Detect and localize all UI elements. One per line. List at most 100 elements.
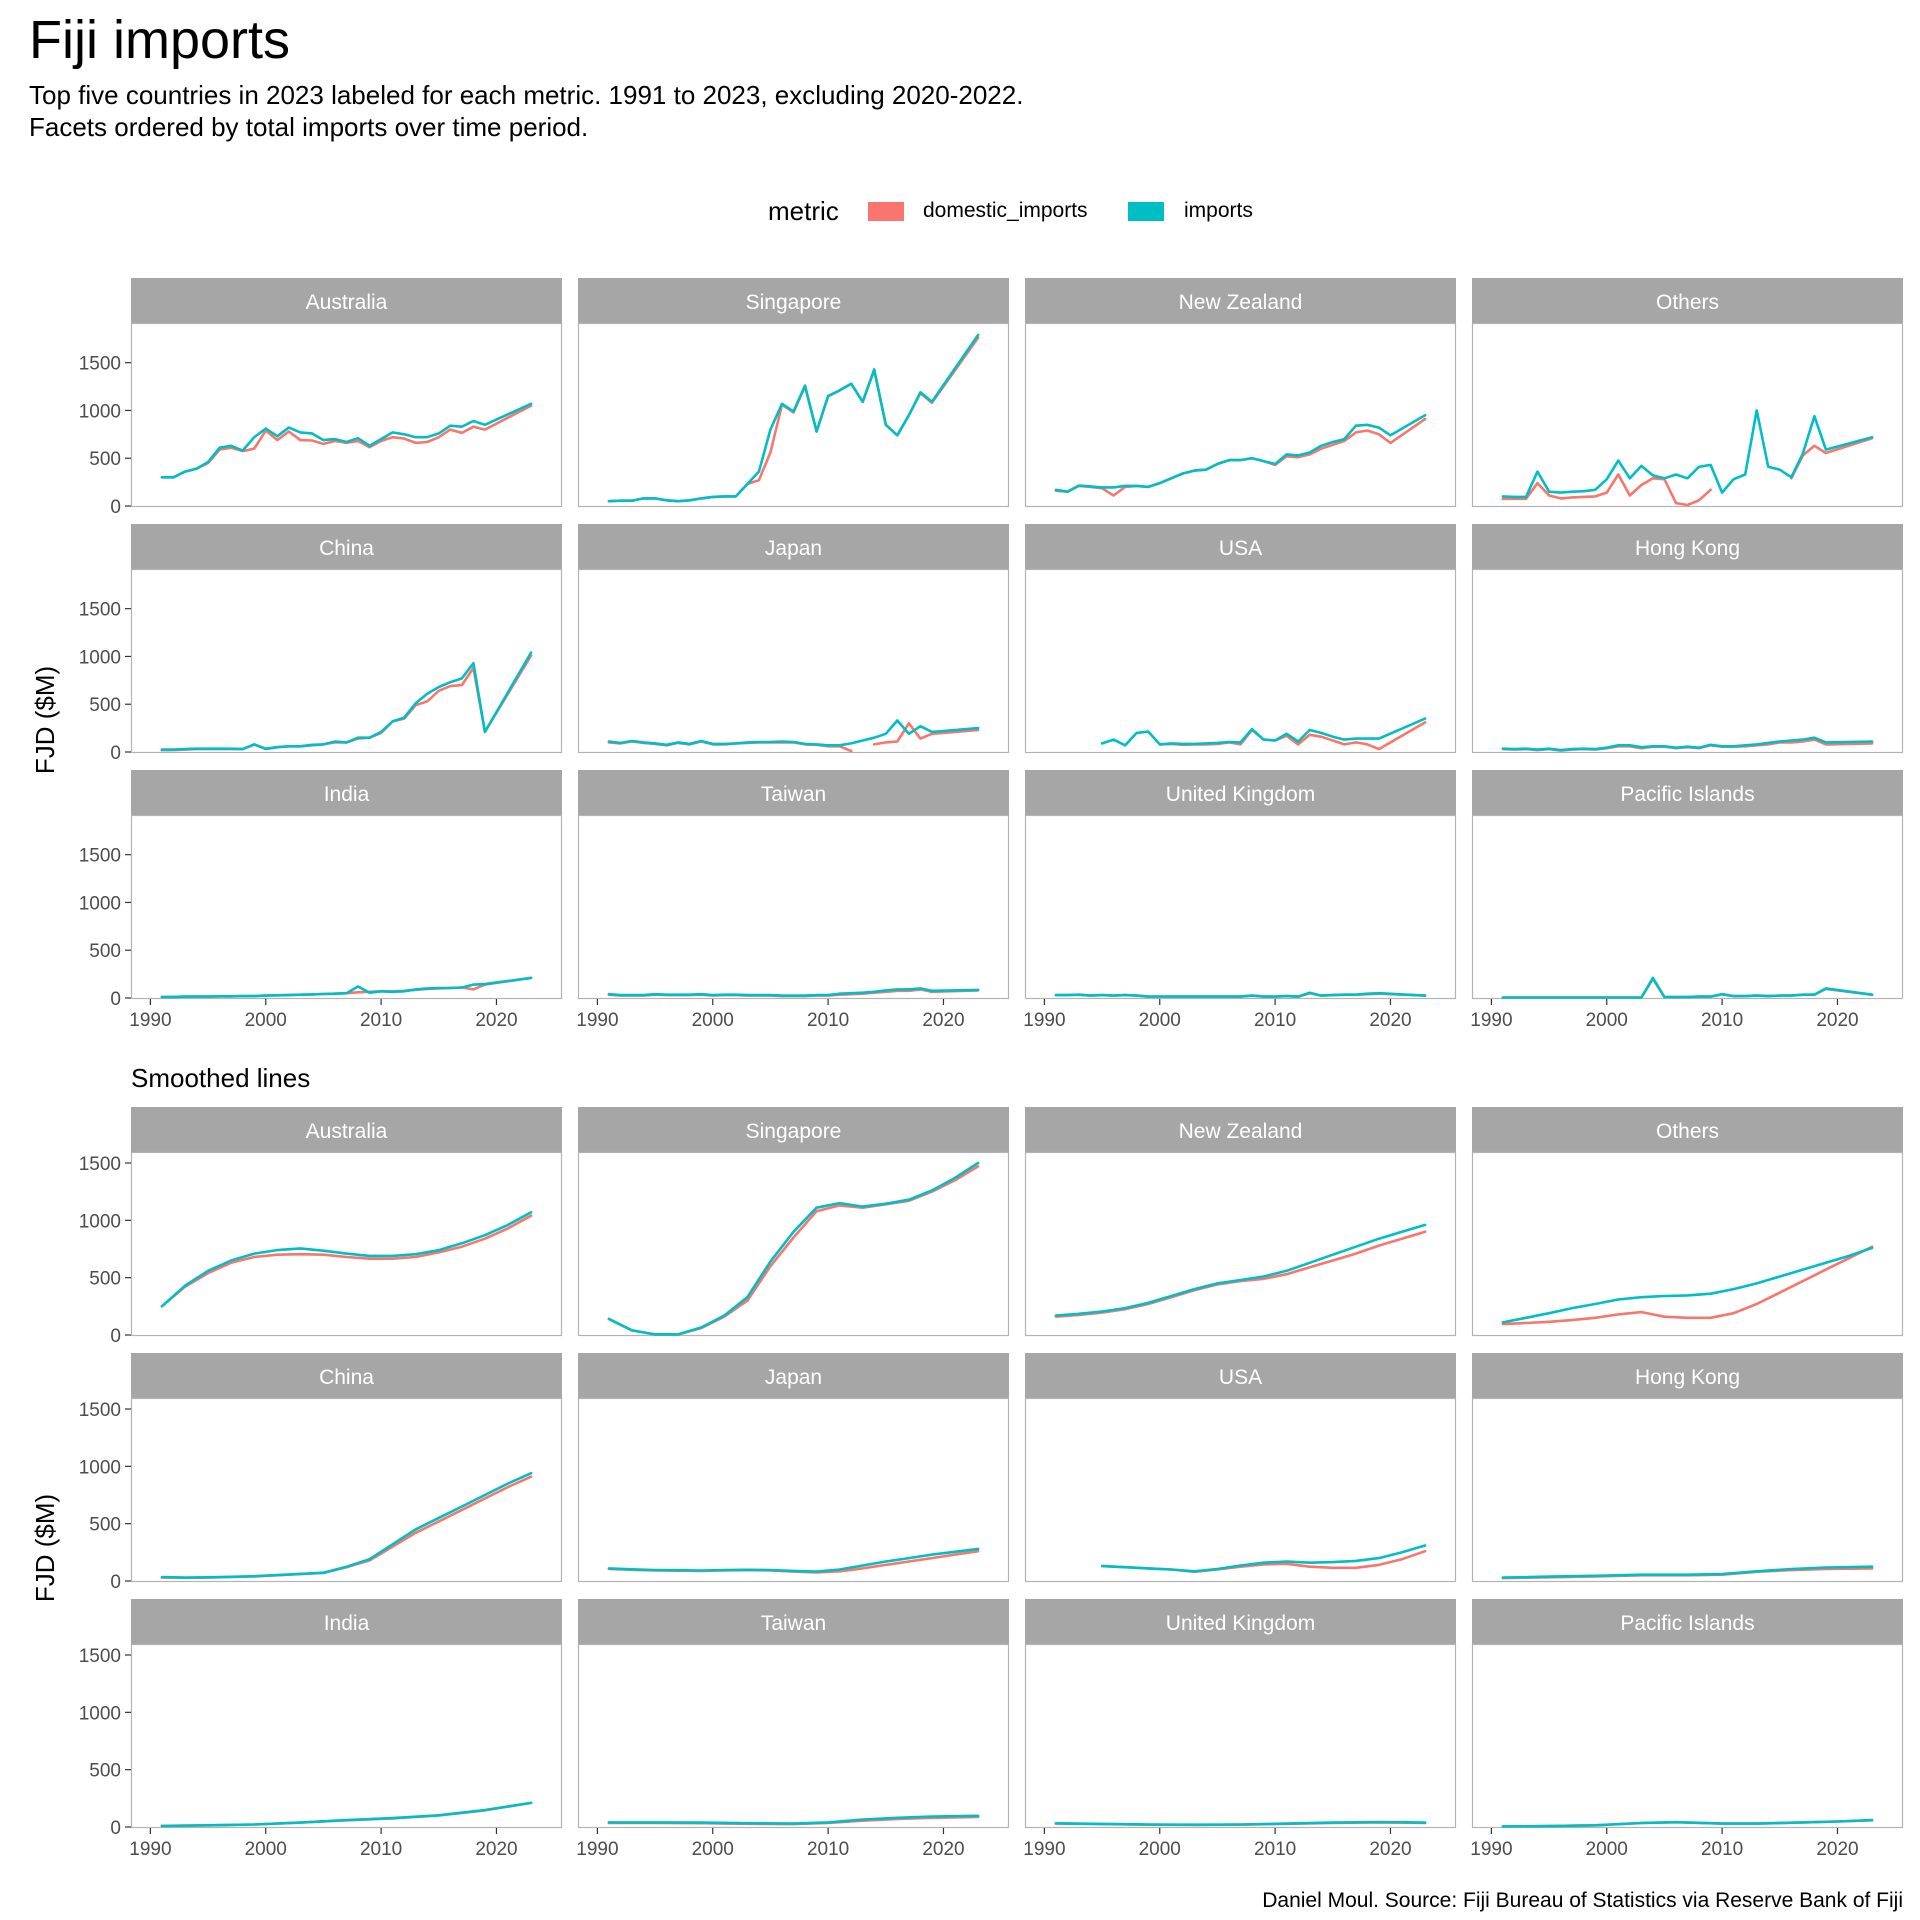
- x-tick-label: 1990: [1023, 1010, 1065, 1031]
- y-tick-label: 1000: [79, 1211, 121, 1232]
- facet-singapore: Singapore: [577, 1107, 1010, 1337]
- y-tick-label: 1000: [79, 401, 121, 422]
- y-tick-label: 0: [110, 989, 121, 1010]
- facet-pacific-islands: Pacific Islands 1990 2000 2010 2020: [1470, 1599, 1904, 1860]
- facet-australia: Australia 0 500 1000 1500: [79, 278, 563, 518]
- x-tick-label: 1990: [576, 1010, 618, 1031]
- x-tick-label: 2010: [1254, 1010, 1296, 1031]
- legend-key-domestic-imports: [868, 202, 904, 221]
- y-tick-label: 500: [89, 695, 121, 716]
- facet-strip: [1472, 524, 1903, 569]
- facet-strip-label: Pacific Islands: [1620, 783, 1754, 806]
- y-tick-label: 0: [110, 743, 121, 764]
- legend-title: metric: [768, 196, 839, 226]
- y-tick-label: 0: [110, 497, 121, 518]
- facet-strip-label: United Kingdom: [1166, 783, 1315, 806]
- x-tick-label: 2000: [1139, 1839, 1181, 1860]
- facet-strip: [1472, 1353, 1903, 1398]
- y-tick-label: 500: [89, 941, 121, 962]
- series-line-imports: [1054, 413, 1427, 494]
- facet-panel: [577, 568, 1010, 754]
- facet-panel: [130, 1151, 563, 1337]
- x-tick-label: 1990: [129, 1839, 171, 1860]
- facet-panel: [1471, 1643, 1904, 1829]
- facet-strip-label: New Zealand: [1179, 1120, 1303, 1143]
- chart-block-1: FJD ($M) Australia 0 500 1000 1500 Singapore Ne…: [30, 278, 1904, 1031]
- facet-panel: [1024, 1151, 1457, 1337]
- facet-strip: [1025, 1107, 1456, 1152]
- facet-japan: Japan: [577, 1353, 1010, 1583]
- series-line-imports: [607, 333, 980, 503]
- facet-strip-label: Hong Kong: [1635, 1366, 1740, 1389]
- facet-united-kingdom: United Kingdom 1990 2000 2010 2020: [1023, 770, 1457, 1031]
- facet-panel: [130, 814, 563, 1000]
- x-tick-label: 2020: [922, 1010, 964, 1031]
- chart-subtitle-line-1: Top five countries in 2023 labeled for e…: [29, 80, 1024, 110]
- facet-pacific-islands: Pacific Islands 1990 2000 2010 2020: [1470, 770, 1904, 1031]
- facet-singapore: Singapore: [577, 278, 1010, 508]
- series-line-imports: [1100, 717, 1427, 747]
- facet-strip-label: USA: [1219, 1366, 1262, 1389]
- series-line-imports: [160, 402, 533, 479]
- x-tick-label: 2020: [475, 1839, 517, 1860]
- y-tick-label: 1500: [79, 846, 121, 867]
- x-tick-label: 2000: [1586, 1839, 1628, 1860]
- series-line-imports: [1501, 1246, 1874, 1324]
- series-line-imports: [1100, 1544, 1427, 1573]
- series-line-imports: [607, 987, 980, 997]
- facet-india: India 0 500 1000 1500 1990 2000 2010 2020: [79, 770, 563, 1031]
- x-tick-label: 2000: [1586, 1010, 1628, 1031]
- facet-panel: [577, 814, 1010, 1000]
- facet-panel: [577, 1643, 1010, 1829]
- x-tick-label: 2010: [1254, 1839, 1296, 1860]
- series-line-imports: [160, 976, 533, 999]
- x-tick-label: 2010: [1701, 1839, 1743, 1860]
- facet-panel: [130, 1643, 563, 1829]
- x-tick-label: 2020: [1816, 1010, 1858, 1031]
- facet-strip-label: Japan: [765, 1366, 822, 1389]
- series-line-imports: [1501, 1565, 1874, 1579]
- facet-strip: [578, 770, 1009, 815]
- series-line-domestic-imports: [1501, 473, 1712, 507]
- facet-united-kingdom: United Kingdom 1990 2000 2010 2020: [1023, 1599, 1457, 1860]
- facet-hong-kong: Hong Kong: [1471, 524, 1904, 754]
- series-line-domestic-imports: [160, 1214, 533, 1308]
- facet-panel: [577, 1151, 1010, 1337]
- facet-strip: [578, 1599, 1009, 1644]
- series-line-imports: [160, 651, 533, 751]
- facet-china: China 0 500 1000 1500: [79, 1353, 563, 1593]
- facet-india: India 0 500 1000 1500 1990 2000 2010 2020: [79, 1599, 563, 1860]
- x-tick-label: 2000: [692, 1839, 734, 1860]
- x-tick-label: 2010: [1701, 1010, 1743, 1031]
- facet-strip: [1025, 1599, 1456, 1644]
- x-tick-label: 1990: [129, 1010, 171, 1031]
- x-tick-label: 2020: [1369, 1839, 1411, 1860]
- series-line-imports: [607, 719, 980, 747]
- series-line-imports: [1501, 736, 1874, 752]
- series-line-imports: [607, 1161, 980, 1336]
- facet-japan: Japan: [577, 524, 1010, 754]
- facet-panel: [1024, 1397, 1457, 1583]
- facet-strip: [578, 1107, 1009, 1152]
- facet-panel: [1471, 1151, 1904, 1337]
- facet-hong-kong: Hong Kong: [1471, 1353, 1904, 1583]
- facet-panel: [577, 1397, 1010, 1583]
- y-tick-label: 1000: [79, 647, 121, 668]
- facet-panel: [1471, 322, 1904, 508]
- series-line-imports: [1501, 1818, 1874, 1828]
- legend-label-imports: imports: [1184, 199, 1253, 222]
- series-line-domestic-imports: [1501, 1245, 1874, 1326]
- x-tick-label: 2020: [1816, 1839, 1858, 1860]
- legend-key-imports: [1128, 202, 1164, 221]
- chart-subtitle-line-2: Facets ordered by total imports over tim…: [29, 112, 589, 142]
- legend: metric domestic_imports imports: [0, 194, 1920, 230]
- facet-strip-label: China: [319, 537, 374, 560]
- series-line-imports: [1054, 1223, 1427, 1317]
- facet-strip-label: Japan: [765, 537, 822, 560]
- y-tick-label: 1000: [79, 893, 121, 914]
- y-tick-label: 1000: [79, 1457, 121, 1478]
- series-line-imports: [1501, 409, 1874, 499]
- x-tick-label: 2010: [360, 1010, 402, 1031]
- facet-panel: [1024, 1643, 1457, 1829]
